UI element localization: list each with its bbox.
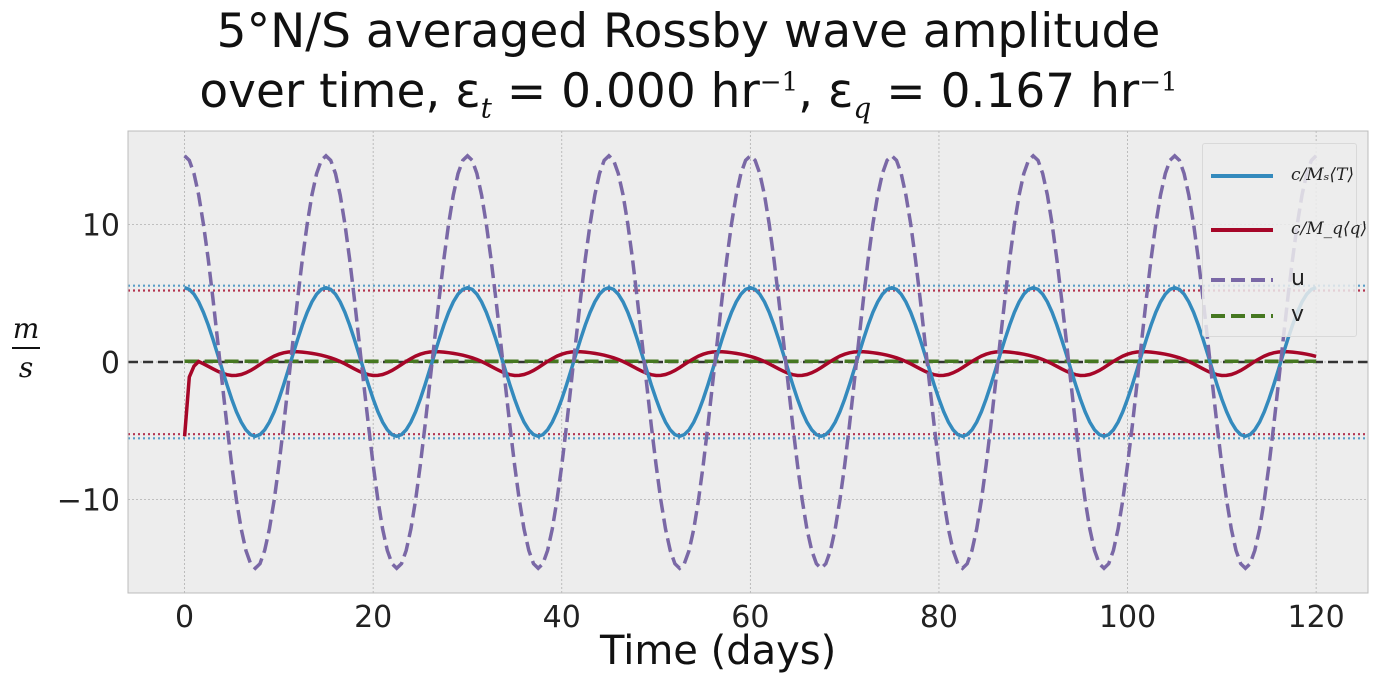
x-tick-label: 120 [1288,600,1345,635]
legend-item-u: u [1211,260,1356,300]
x-tick-labels: 0 20 40 60 80 100 120 [175,600,1345,635]
series-q-line [182,349,1317,437]
legend-item-v: v [1211,296,1356,336]
legend-swatch-v [1211,314,1273,318]
title-line2-text: over time, ε [199,64,481,119]
y-tick-labels: −10 0 10 [57,209,120,519]
title-line1-text: 5°N/S averaged Rossby wave amplitude [216,4,1161,59]
legend-swatch-u [1211,278,1273,282]
y-axis-label: m s [6,312,46,384]
legend-label-u: u [1291,266,1305,291]
title-sub-t: t [480,91,492,125]
series-T-line [184,285,1317,439]
chart-title-line1: 5°N/S averaged Rossby wave amplitude [0,4,1377,59]
series-group [182,153,1318,571]
legend-swatch-T [1211,174,1273,178]
title-part-t: = 0.000 hr [491,64,760,119]
x-tick-label: 40 [543,600,581,635]
y-label-numerator: m [12,312,40,345]
y-tick-label: 10 [82,209,120,244]
y-label-fraction-bar [12,347,40,349]
title-sup-t: −1 [759,67,799,98]
legend-label-q: c/M_q⟨q⟩ [1291,219,1368,239]
y-tick-label: 0 [101,346,120,381]
legend: c/Mₛ⟨T⟩ c/M_q⟨q⟩ u v [1202,143,1367,337]
plot-border [127,130,1369,594]
title-sub-q: q [853,91,872,125]
y-label-denominator: s [18,351,34,384]
x-tick-label: 80 [920,600,958,635]
chart-title-line2: over time, εt = 0.000 hr−1, εq = 0.167 h… [0,64,1377,124]
legend-swatch-q [1211,228,1273,232]
y-tick-label: −10 [57,484,120,519]
legend-label-T: c/Mₛ⟨T⟩ [1291,165,1354,185]
x-axis-label: Time (days) [600,628,837,674]
x-tick-label: 20 [354,600,392,635]
x-tick-label: 60 [731,600,769,635]
title-sup-q: −1 [1139,67,1178,98]
legend-item-q: c/M_q⟨q⟩ [1211,210,1367,250]
title-part-q: = 0.167 hr [871,64,1140,119]
series-u-line [183,153,1318,571]
title-sep: , ε [798,64,854,119]
legend-label-v: v [1291,302,1305,327]
legend-item-T: c/Mₛ⟨T⟩ [1211,156,1356,196]
x-tick-label: 0 [175,600,194,635]
x-tick-label: 100 [1099,600,1156,635]
